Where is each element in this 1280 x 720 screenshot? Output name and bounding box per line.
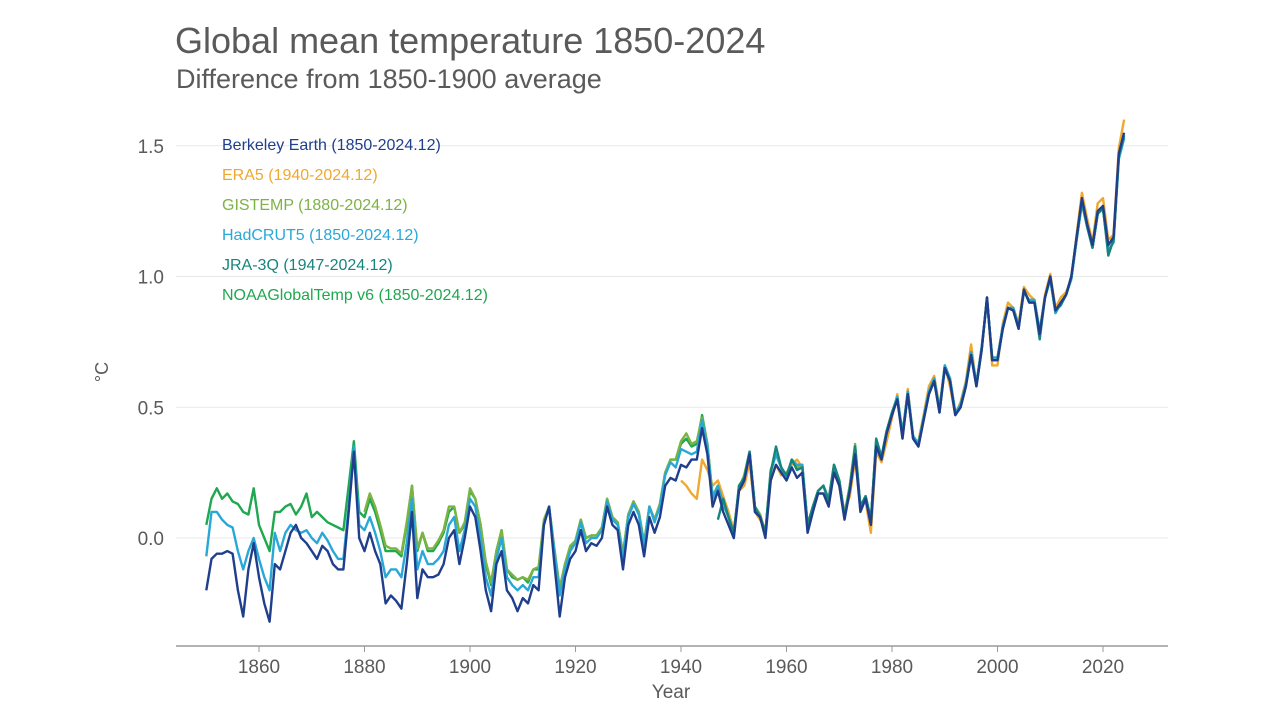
series-line-berkeley-earth [205, 132, 1126, 623]
x-axis-ticks: 1860 1880 1900 1920 1940 1960 1980 2000 2020 [238, 646, 1124, 678]
x-tick-label: 1920 [554, 657, 596, 678]
legend-item-noaaglobaltemp: NOAAGlobalTemp v6 (1850-2024.12) [222, 287, 488, 304]
legend-item-gistemp: GISTEMP (1880-2024.12) [222, 197, 408, 214]
y-tick-label: 1.0 [138, 268, 164, 289]
legend-item-hadcrut5: HadCRUT5 (1850-2024.12) [222, 227, 419, 244]
x-tick-label: 1940 [660, 657, 702, 678]
legend: Berkeley Earth (1850-2024.12) ERA5 (1940… [222, 135, 488, 315]
x-tick-label: 1880 [343, 657, 385, 678]
y-tick-label: 1.5 [138, 137, 164, 158]
y-axis-ticks: 0.0 0.5 1.0 1.5 [138, 137, 164, 550]
x-tick-label: 1900 [449, 657, 491, 678]
x-axis-label: Year [652, 682, 691, 703]
y-tick-label: 0.0 [138, 529, 164, 550]
x-tick-label: 2020 [1082, 657, 1124, 678]
x-tick-label: 2000 [976, 657, 1018, 678]
legend-item-era5: ERA5 (1940-2024.12) [222, 167, 378, 184]
series-line-jra-3q [716, 135, 1126, 534]
gridlines [176, 145, 1168, 539]
x-tick-label: 1960 [765, 657, 807, 678]
y-axis-label: °C [92, 362, 112, 382]
series-lines [205, 119, 1126, 623]
chart-title: Global mean temperature 1850-2024 [175, 20, 766, 61]
x-tick-label: 1860 [238, 657, 280, 678]
legend-item-jra-3q: JRA-3Q (1947-2024.12) [222, 257, 393, 274]
chart-subtitle: Difference from 1850-1900 average [176, 64, 602, 94]
y-tick-label: 0.5 [138, 398, 164, 419]
legend-item-berkeley-earth: Berkeley Earth (1850-2024.12) [222, 137, 441, 154]
x-tick-label: 1980 [871, 657, 913, 678]
